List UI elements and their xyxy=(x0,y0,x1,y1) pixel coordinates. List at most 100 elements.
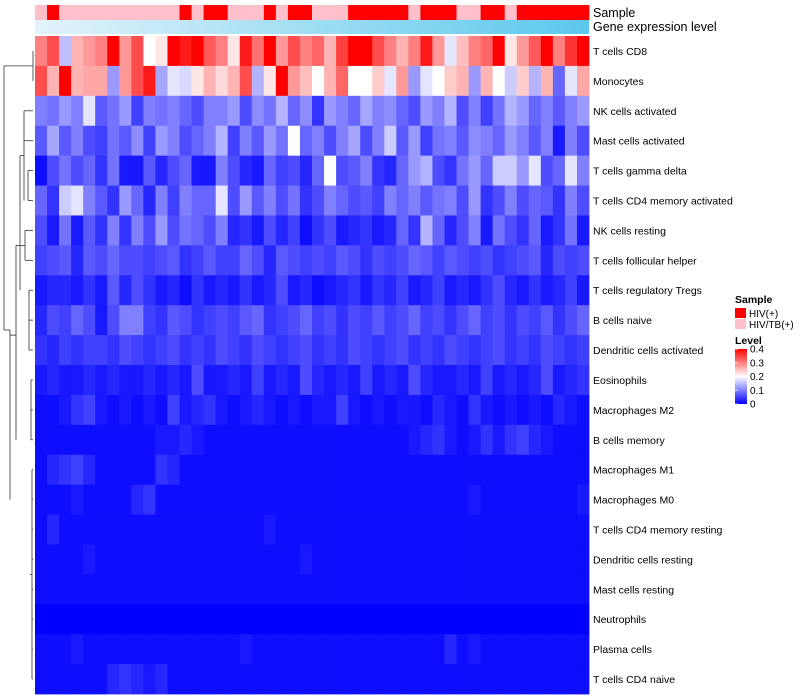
heatmap-cell xyxy=(336,634,349,665)
heatmap-cell xyxy=(35,394,48,426)
heatmap-cell xyxy=(324,634,337,665)
heatmap-cell xyxy=(239,604,253,635)
heatmap-cell xyxy=(107,335,120,366)
heatmap-cell xyxy=(576,604,590,635)
heatmap-cell xyxy=(384,514,397,545)
heatmap-cell xyxy=(47,454,60,486)
heatmap-cell xyxy=(420,125,433,157)
heatmap-cell xyxy=(155,245,168,276)
heatmap-cell xyxy=(155,634,168,665)
heatmap-cell xyxy=(155,275,168,306)
heatmap-cell xyxy=(420,335,433,366)
heatmap-cell xyxy=(444,664,457,695)
heatmap-cell xyxy=(420,664,433,695)
heatmap-cell xyxy=(47,185,60,216)
heatmap-cell xyxy=(131,95,144,127)
heatmap-cell xyxy=(312,155,325,186)
sample-annotation-cell xyxy=(119,5,132,20)
heatmap-cell xyxy=(312,424,325,456)
heatmap-cell xyxy=(552,155,566,186)
heatmap-cell xyxy=(47,424,60,456)
sample-annotation-cell xyxy=(179,5,192,20)
heatmap-cell xyxy=(480,424,494,456)
heatmap-cell xyxy=(119,544,132,575)
heatmap-cell xyxy=(119,424,132,456)
heatmap-cell xyxy=(396,514,409,545)
sample-annotation-cell xyxy=(143,5,156,20)
heatmap-cell xyxy=(396,36,409,67)
heatmap-cell xyxy=(348,245,361,276)
heatmap-cell xyxy=(275,125,289,157)
heatmap-cell xyxy=(372,424,385,456)
heatmap-cell xyxy=(408,65,421,97)
heatmap-cell xyxy=(504,664,518,695)
heatmap-cell xyxy=(251,65,265,97)
heatmap-cell xyxy=(432,95,445,127)
heatmap-cell xyxy=(516,215,530,246)
heatmap-cell xyxy=(468,664,482,695)
heatmap-cell xyxy=(336,65,349,97)
heatmap-cell xyxy=(420,215,433,246)
heatmap-cell xyxy=(167,125,180,157)
heatmap-cell xyxy=(396,424,409,456)
heatmap-cell xyxy=(360,245,373,276)
heatmap-cell xyxy=(492,245,506,276)
heatmap-cell xyxy=(324,424,337,456)
row-label: Macrophages M1 xyxy=(593,465,674,477)
heatmap-cell xyxy=(408,275,421,306)
heatmap-cell xyxy=(492,125,506,157)
heatmap-cell xyxy=(420,365,433,396)
heatmap-cell xyxy=(552,664,566,695)
heatmap-cell xyxy=(275,664,289,695)
heatmap-cell xyxy=(107,36,120,67)
heatmap-cell xyxy=(143,245,156,276)
row-labels: T cells CD8 Monocytes NK cells activated Ma… xyxy=(593,46,733,686)
heatmap-cell xyxy=(492,514,506,545)
heatmap-cell xyxy=(251,95,265,127)
heatmap-cell xyxy=(492,36,506,67)
heatmap-cell xyxy=(143,155,156,186)
legend-label-hiv-tb: HIV/TB(+) xyxy=(749,320,794,331)
heatmap-cell xyxy=(516,514,530,545)
heatmap-cell xyxy=(119,394,132,426)
sample-annotation-cell xyxy=(251,5,265,20)
heatmap-cell xyxy=(360,634,373,665)
heatmap-cell xyxy=(131,245,144,276)
heatmap-cell xyxy=(155,424,168,456)
heatmap-cell xyxy=(71,454,84,486)
heatmap-cell xyxy=(456,95,469,127)
heatmap-cell xyxy=(35,604,48,635)
heatmap-cell xyxy=(71,65,84,97)
heatmap-cell xyxy=(251,335,265,366)
heatmap-cell xyxy=(324,604,337,635)
heatmap-cell xyxy=(480,95,494,127)
heatmap-cell xyxy=(516,544,530,575)
heatmap-cell xyxy=(372,335,385,366)
heatmap-cell xyxy=(215,574,229,605)
heatmap-cell xyxy=(480,36,494,67)
heatmap-cell xyxy=(540,365,554,396)
heatmap-cell xyxy=(143,335,156,366)
heatmap-cell xyxy=(95,185,108,216)
heatmap-cell xyxy=(251,155,265,186)
heatmap-cell xyxy=(71,95,84,127)
heatmap-cell xyxy=(360,454,373,486)
sample-annotation-cell xyxy=(528,5,542,20)
sample-annotation-cell xyxy=(444,5,457,20)
heatmap-cell xyxy=(119,155,132,186)
heatmap-cell xyxy=(552,604,566,635)
sample-annotation-cell xyxy=(360,5,373,20)
heatmap-cell xyxy=(107,514,120,545)
heatmap-cell xyxy=(35,305,48,336)
heatmap-cell xyxy=(263,365,277,396)
heatmap-cell xyxy=(384,574,397,605)
heatmap-cell xyxy=(287,484,301,515)
heatmap-cell xyxy=(167,305,180,336)
heatmap-cell xyxy=(324,155,337,186)
sample-annotation-track xyxy=(35,5,590,20)
sample-annotation-cell xyxy=(95,5,108,20)
heatmap-cell xyxy=(504,514,518,545)
heatmap-cell xyxy=(179,95,192,127)
heatmap-cell xyxy=(107,394,120,426)
heatmap-cell xyxy=(83,664,96,695)
